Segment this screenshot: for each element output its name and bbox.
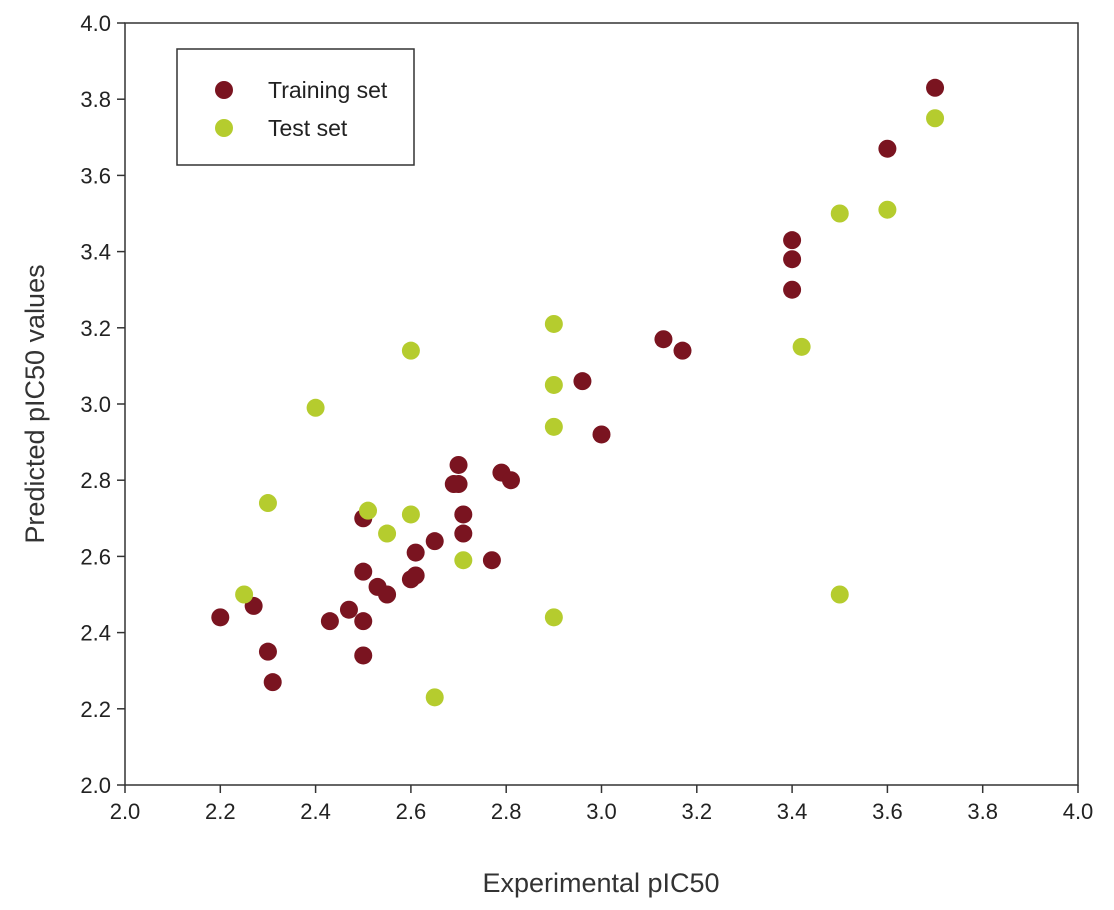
data-point-test xyxy=(792,337,811,356)
data-point-training xyxy=(320,612,339,631)
legend-box xyxy=(176,48,415,166)
data-point-training xyxy=(926,78,945,97)
x-tick-label: 3.4 xyxy=(777,799,808,824)
y-tick-label: 3.6 xyxy=(80,163,111,188)
y-tick-label: 3.0 xyxy=(80,392,111,417)
data-point-training xyxy=(592,425,611,444)
data-point-test xyxy=(306,398,325,417)
data-point-test xyxy=(425,688,444,707)
data-point-test xyxy=(378,524,397,543)
data-point-test xyxy=(878,200,897,219)
data-point-training xyxy=(425,532,444,551)
data-point-training xyxy=(454,524,473,543)
legend-label-training: Training set xyxy=(268,77,388,103)
legend: Training set Test set xyxy=(176,48,415,166)
data-point-test xyxy=(401,341,420,360)
axis-ticks xyxy=(117,22,1079,793)
data-point-training xyxy=(783,280,802,299)
data-point-training xyxy=(406,566,425,585)
data-point-training xyxy=(263,673,282,692)
data-point-training xyxy=(354,612,373,631)
data-point-training xyxy=(378,585,397,604)
legend-label-test: Test set xyxy=(268,115,348,141)
data-point-test xyxy=(235,585,254,604)
data-point-test xyxy=(544,417,563,436)
x-tick-label: 3.6 xyxy=(872,799,903,824)
y-tick-label: 2.0 xyxy=(80,773,111,798)
data-point-test xyxy=(830,585,849,604)
data-point-training xyxy=(211,608,230,627)
data-point-training xyxy=(878,139,897,158)
data-point-training xyxy=(482,551,501,570)
x-tick-label: 2.6 xyxy=(396,799,427,824)
data-point-test xyxy=(544,608,563,627)
legend-marker-training xyxy=(215,81,233,99)
y-tick-label: 3.4 xyxy=(80,240,111,265)
y-tick-label: 2.2 xyxy=(80,697,111,722)
data-point-training xyxy=(673,341,692,360)
data-point-training xyxy=(354,646,373,665)
data-point-test xyxy=(926,109,945,128)
tick-labels: 2.0 2.2 2.4 2.6 2.8 3.0 3.2 3.4 3.6 3.8 4.0 2.0 2.2 2… xyxy=(80,11,1093,824)
data-point-training xyxy=(354,562,373,581)
x-axis-title: Experimental pIC50 xyxy=(482,868,719,898)
data-point-training xyxy=(449,475,468,494)
data-point-test xyxy=(258,494,277,513)
data-point-training xyxy=(454,505,473,524)
legend-marker-test xyxy=(215,119,233,137)
data-point-test xyxy=(454,551,473,570)
data-point-training xyxy=(449,455,468,474)
y-axis-title: Predicted pIC50 values xyxy=(20,264,50,543)
y-tick-label: 3.2 xyxy=(80,316,111,341)
data-point-training xyxy=(573,372,592,391)
x-tick-label: 2.0 xyxy=(110,799,141,824)
data-point-training xyxy=(654,330,673,349)
data-point-training xyxy=(783,250,802,269)
data-points xyxy=(211,78,945,707)
data-point-training xyxy=(339,600,358,619)
data-point-test xyxy=(830,204,849,223)
data-point-test xyxy=(401,505,420,524)
x-tick-label: 4.0 xyxy=(1063,799,1094,824)
x-tick-label: 2.4 xyxy=(300,799,331,824)
x-tick-label: 2.8 xyxy=(491,799,522,824)
x-tick-label: 3.0 xyxy=(586,799,617,824)
x-tick-label: 3.8 xyxy=(967,799,998,824)
data-point-training xyxy=(258,642,277,661)
y-tick-label: 2.4 xyxy=(80,621,111,646)
data-point-test xyxy=(544,314,563,333)
data-point-training xyxy=(783,231,802,250)
y-tick-label: 3.8 xyxy=(80,87,111,112)
x-tick-label: 2.2 xyxy=(205,799,236,824)
y-tick-label: 4.0 xyxy=(80,11,111,36)
y-tick-label: 2.8 xyxy=(80,468,111,493)
y-tick-label: 2.6 xyxy=(80,544,111,569)
data-point-training xyxy=(406,543,425,562)
data-point-training xyxy=(501,471,520,490)
x-tick-label: 3.2 xyxy=(682,799,713,824)
data-point-test xyxy=(359,501,378,520)
data-point-test xyxy=(544,375,563,394)
